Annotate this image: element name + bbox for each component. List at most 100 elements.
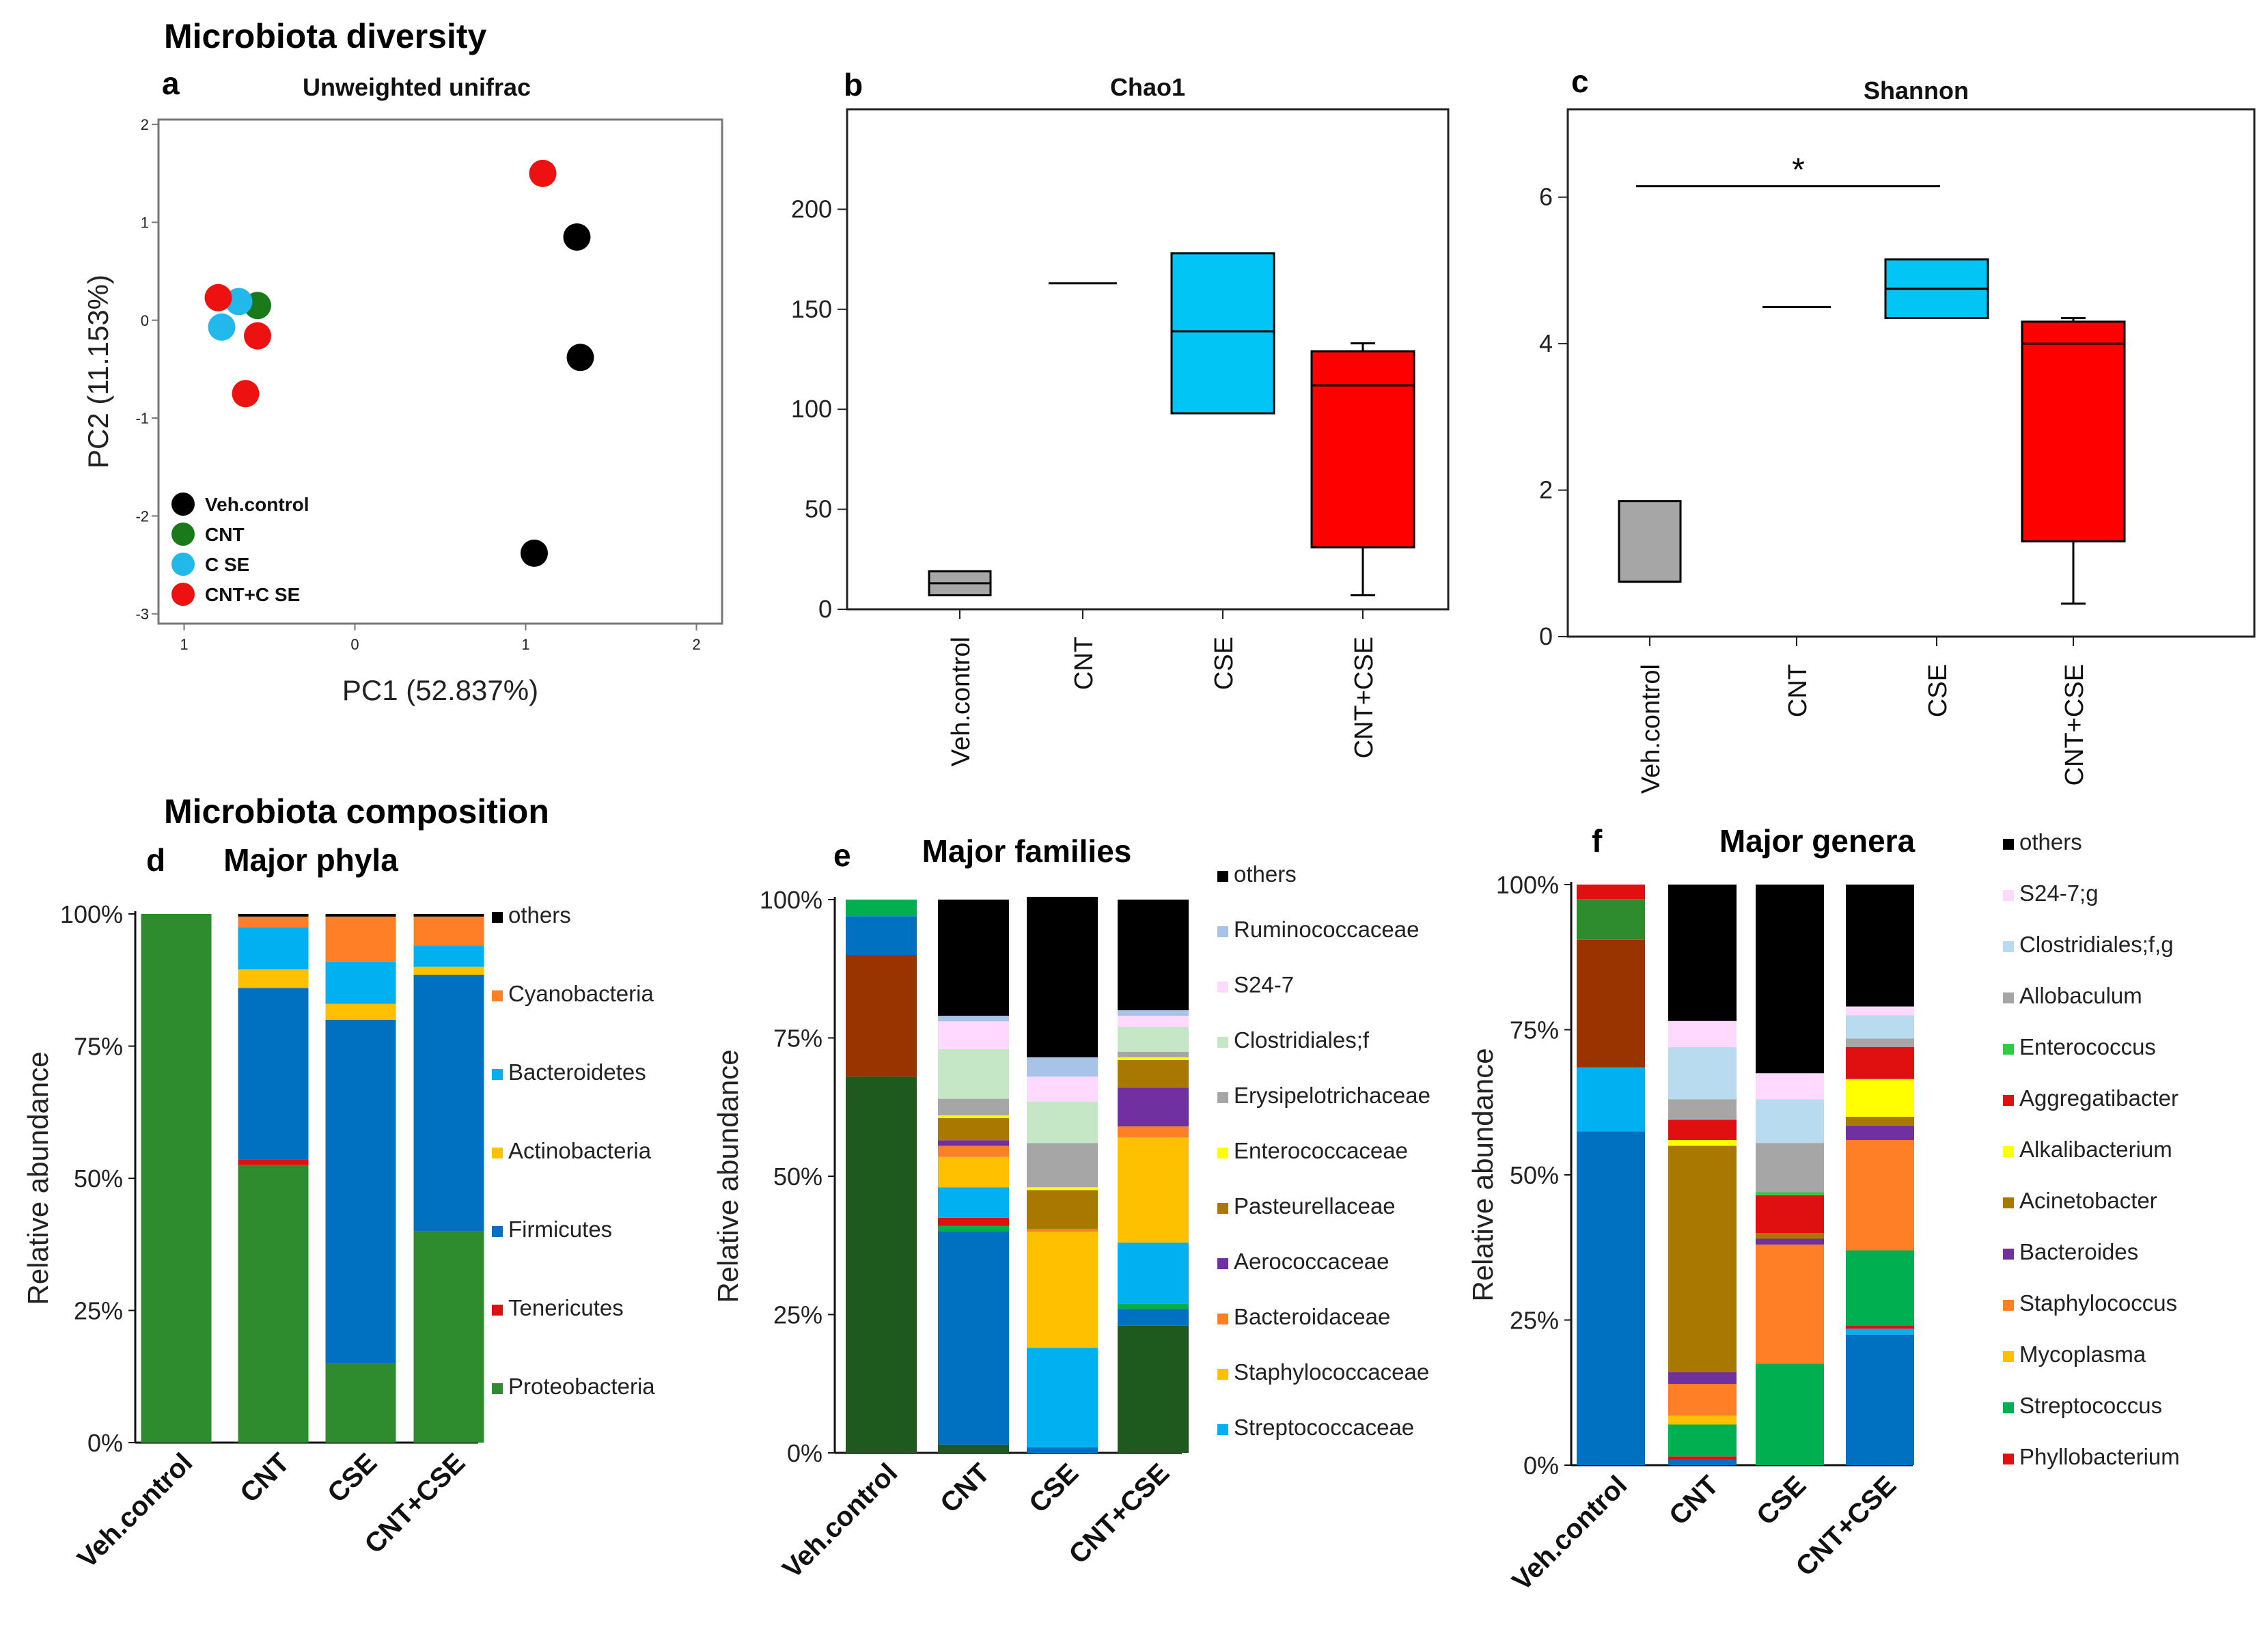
legend-entry: Veh.control	[205, 494, 309, 515]
bar-segment-Cyanobacteria	[413, 916, 484, 946]
legend-swatch	[2003, 1249, 2014, 1260]
plot-frame-b	[846, 108, 1450, 611]
legend-swatch	[492, 912, 503, 923]
legend-swatch	[1217, 1369, 1228, 1380]
x-category-label: CNT+CSE	[1063, 1458, 1175, 1570]
bar-segment-others	[1668, 885, 1737, 1021]
y-axis-label: Relative abundance	[712, 1049, 744, 1303]
bar-segment-Phyllobacterium	[1846, 1326, 1914, 1329]
legend-swatch	[492, 1069, 503, 1080]
panel-label-d: d	[146, 842, 165, 878]
bar-segment-S24-7;g	[1668, 1020, 1737, 1047]
y-tick-label: 25%	[74, 1297, 123, 1325]
data-point	[208, 313, 236, 341]
bar-segment-Enterococcaceae	[1027, 1187, 1098, 1191]
bar-segment-Acinetobacter	[1846, 1117, 1914, 1126]
bar-segment-others	[413, 914, 484, 917]
bar-segment-Allobaculum	[1756, 1143, 1824, 1193]
x-tick-label: 0	[350, 636, 359, 653]
legend-entry: Clostridiales;f	[1234, 1027, 1370, 1053]
bar-segment-Staphylococcus	[1846, 1140, 1914, 1251]
bar-segment-Staphylococcaceae	[938, 1156, 1009, 1188]
legend-swatch	[2003, 1095, 2014, 1106]
panel-f-genera: f Major genera 0% 25% 50% 75% 100% Relative abu…	[1467, 823, 2180, 1596]
box-Veh.control	[1618, 500, 1682, 583]
bar-segment-Ruminococcaceae	[938, 1016, 1009, 1022]
bar-segment-Alkalibacterium	[1846, 1079, 1914, 1117]
bar-segment-Streptococcus	[1756, 1363, 1824, 1465]
y-tick-label: 200	[791, 195, 832, 223]
bar-segment-Staphylococcus	[1668, 1384, 1737, 1416]
legend-swatch	[492, 1305, 503, 1316]
data-point	[566, 344, 594, 372]
legend-entry: Ruminococcaceae	[1234, 917, 1419, 942]
legend-entry: S24-7	[1234, 972, 1294, 997]
bar-segment-Enterococcus	[1756, 1192, 1824, 1195]
panel-a-pcoa: a Unweighted unifrac 1 0 1 2 2 1 0 -1 -2 -3 PC1 (52.…	[82, 66, 723, 706]
legend-entry: Firmicutes	[508, 1217, 612, 1242]
legend-marker	[171, 523, 195, 546]
y-tick-label: 100%	[1496, 871, 1559, 899]
chart-title-b: Chao1	[1110, 73, 1185, 101]
y-tick-label: 75%	[773, 1025, 822, 1053]
y-axis-label: Relative abundance	[22, 1051, 54, 1305]
legend-entry: Aggregatibacter	[2019, 1085, 2179, 1111]
chart-title-f: Major genera	[1719, 823, 1916, 859]
legend-entry: Clostridiales;f,g	[2019, 932, 2174, 957]
bar-segment-Bacteroidaceae	[938, 1145, 1009, 1157]
legend-swatch	[1217, 1258, 1228, 1269]
y-tick-label: 0%	[87, 1429, 123, 1457]
legend-swatch	[1217, 982, 1228, 992]
bar-segment-blue	[1118, 1309, 1189, 1326]
legend-swatch	[492, 1148, 503, 1158]
bar-segment-teal	[1846, 1329, 1914, 1335]
legend-marker	[171, 553, 195, 576]
bar-segment-Erysipelotrichaceae	[1027, 1143, 1098, 1188]
bar-segment-others	[238, 914, 309, 917]
bar-segment-Pasteurellaceae	[938, 1117, 1009, 1141]
y-tick-label: -2	[135, 508, 149, 525]
bar-segment-Erysipelotrichaceae	[938, 1098, 1009, 1115]
legend-swatch	[2003, 941, 2014, 952]
bar-segment-others	[325, 914, 396, 917]
data-point	[521, 539, 548, 567]
bar-segment-Ruminococcaceae	[1118, 1010, 1189, 1016]
y-tick-label: -1	[135, 410, 149, 427]
legend-swatch	[2003, 1300, 2014, 1311]
legend-entry: Acinetobacter	[2019, 1188, 2157, 1213]
bar-segment-Pasteurellaceae	[1027, 1190, 1098, 1229]
bar-segment-Ruminococcaceae	[1027, 1057, 1098, 1077]
bar-segment-Aerococcaceae	[938, 1140, 1009, 1146]
bar-segment-Bacteroides	[1756, 1238, 1824, 1245]
bar-segment-Aerococcaceae	[1118, 1087, 1189, 1127]
bar-segment-Clostridiales;f	[938, 1048, 1009, 1099]
bar-segment-others	[1027, 896, 1098, 1057]
legend-marker	[171, 492, 195, 516]
y-tick-label: 0	[141, 312, 149, 329]
x-category-label: CSE	[1751, 1470, 1812, 1531]
x-category-label: CNT	[1663, 1470, 1724, 1531]
legend-entry: Streptococcaceae	[1234, 1415, 1414, 1440]
y-axis-label: PC2 (11.153%)	[82, 275, 114, 469]
x-category-label: CNT	[234, 1447, 295, 1508]
legend-marker	[171, 583, 195, 606]
x-category-label: CNT	[1070, 637, 1098, 690]
legend-swatch	[2003, 1197, 2014, 1208]
bar-segment-Clostridiales;f,g	[1756, 1099, 1824, 1143]
legend-swatch	[492, 990, 503, 1001]
legend-entry: Erysipelotrichaceae	[1234, 1083, 1430, 1108]
y-tick-label: 100%	[60, 900, 123, 928]
y-tick-label: 100%	[760, 886, 822, 914]
box-CSE	[1170, 252, 1275, 415]
panel-label-c: c	[1571, 64, 1589, 99]
y-tick-label: -3	[135, 606, 149, 623]
legend-entry: Cyanobacteria	[508, 981, 654, 1006]
y-tick-label: 25%	[1510, 1307, 1559, 1335]
bar-segment-Enterococcaceae	[938, 1115, 1009, 1118]
bar-segment-Streptococcus	[1846, 1250, 1914, 1326]
bar-segment-Streptococcaceae	[1027, 1348, 1098, 1447]
legend-swatch	[492, 1383, 503, 1394]
x-category-label: Veh.control	[1506, 1470, 1633, 1596]
chart-title-e: Major families	[922, 833, 1132, 869]
